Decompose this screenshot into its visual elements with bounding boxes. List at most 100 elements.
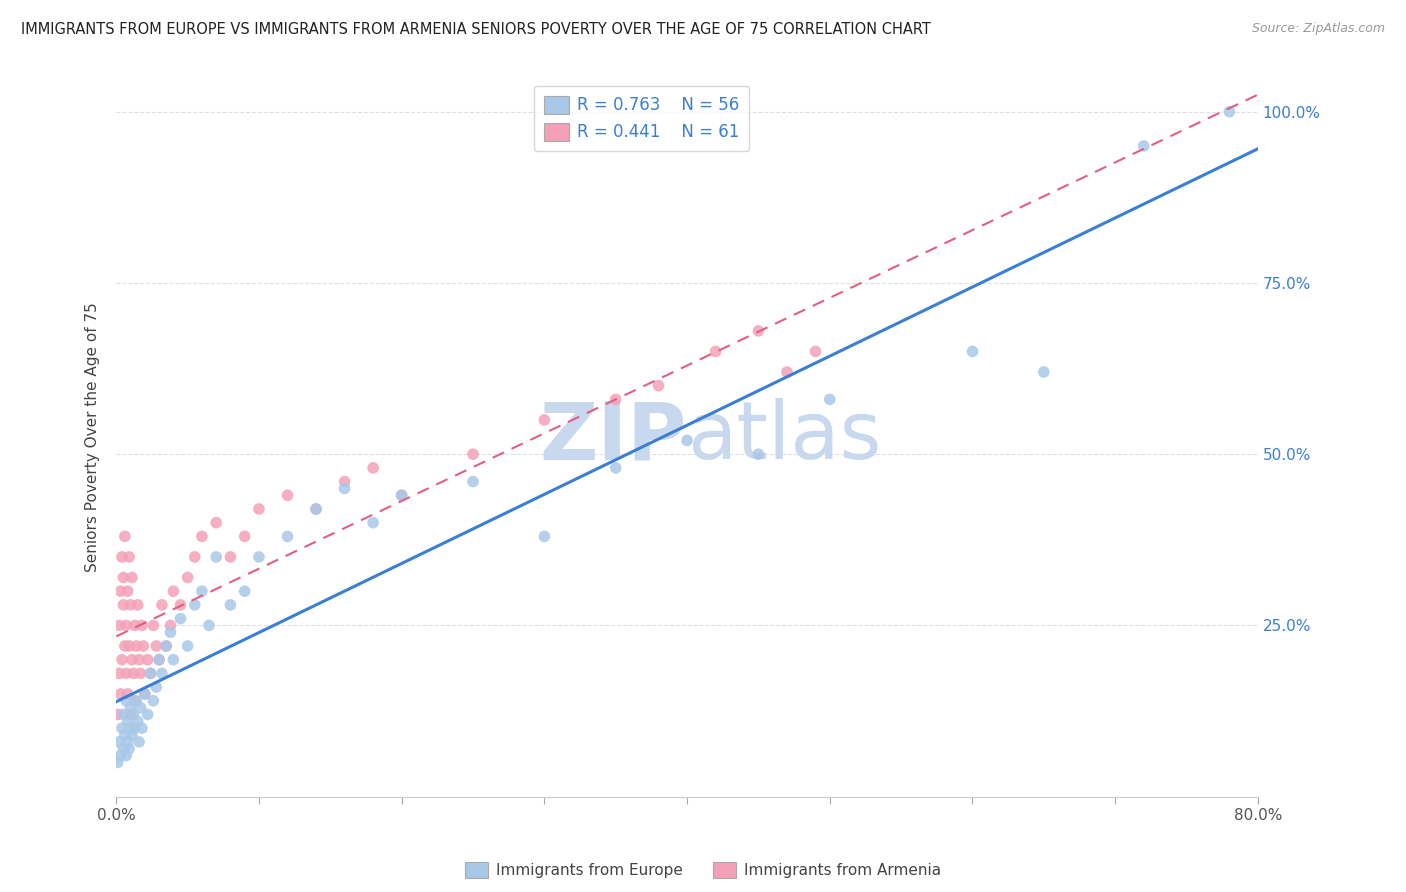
- Point: [122, 666, 145, 681]
- Point: [198, 618, 221, 632]
- Point: [114, 529, 136, 543]
- Point: [142, 618, 165, 632]
- Point: [124, 618, 146, 632]
- Point: [139, 666, 162, 681]
- Point: [205, 516, 228, 530]
- Point: [136, 707, 159, 722]
- Point: [120, 700, 142, 714]
- Point: [120, 707, 142, 722]
- Point: [121, 570, 143, 584]
- Point: [107, 756, 129, 770]
- Point: [117, 687, 139, 701]
- Point: [114, 639, 136, 653]
- Point: [107, 707, 129, 722]
- Point: [131, 618, 153, 632]
- Point: [162, 584, 184, 599]
- Point: [108, 735, 131, 749]
- Point: [818, 392, 841, 407]
- Point: [111, 721, 134, 735]
- Point: [145, 680, 167, 694]
- Point: [533, 529, 555, 543]
- Point: [150, 666, 173, 681]
- Point: [117, 714, 139, 729]
- Point: [804, 344, 827, 359]
- Point: [111, 549, 134, 564]
- Point: [115, 666, 138, 681]
- Point: [145, 639, 167, 653]
- Point: [361, 516, 384, 530]
- Text: IMMIGRANTS FROM EUROPE VS IMMIGRANTS FROM ARMENIA SENIORS POVERTY OVER THE AGE O: IMMIGRANTS FROM EUROPE VS IMMIGRANTS FRO…: [21, 22, 931, 37]
- Point: [333, 475, 356, 489]
- Point: [159, 625, 181, 640]
- Point: [162, 653, 184, 667]
- Point: [704, 344, 727, 359]
- Point: [118, 741, 141, 756]
- Point: [117, 735, 139, 749]
- Point: [124, 694, 146, 708]
- Point: [115, 694, 138, 708]
- Point: [176, 639, 198, 653]
- Point: [128, 735, 150, 749]
- Point: [1132, 139, 1154, 153]
- Point: [122, 707, 145, 722]
- Point: [108, 666, 131, 681]
- Point: [110, 584, 132, 599]
- Point: [191, 584, 214, 599]
- Point: [247, 549, 270, 564]
- Point: [169, 611, 191, 625]
- Point: [108, 618, 131, 632]
- Point: [276, 529, 298, 543]
- Point: [155, 639, 177, 653]
- Point: [361, 461, 384, 475]
- Point: [176, 570, 198, 584]
- Point: [605, 461, 627, 475]
- Point: [747, 324, 769, 338]
- Point: [233, 584, 256, 599]
- Point: [233, 529, 256, 543]
- Point: [962, 344, 984, 359]
- Point: [776, 365, 799, 379]
- Legend: R = 0.763    N = 56, R = 0.441    N = 61: R = 0.763 N = 56, R = 0.441 N = 61: [533, 86, 749, 152]
- Point: [305, 502, 328, 516]
- Point: [117, 584, 139, 599]
- Point: [219, 549, 242, 564]
- Point: [676, 434, 699, 448]
- Point: [112, 707, 135, 722]
- Point: [112, 598, 135, 612]
- Point: [1218, 104, 1240, 119]
- Point: [110, 687, 132, 701]
- Point: [461, 447, 484, 461]
- Point: [115, 618, 138, 632]
- Point: [118, 639, 141, 653]
- Point: [120, 721, 142, 735]
- Point: [747, 447, 769, 461]
- Point: [1032, 365, 1054, 379]
- Point: [647, 378, 669, 392]
- Point: [159, 618, 181, 632]
- Point: [131, 721, 153, 735]
- Point: [118, 549, 141, 564]
- Legend: Immigrants from Europe, Immigrants from Armenia: Immigrants from Europe, Immigrants from …: [458, 856, 948, 884]
- Point: [132, 639, 155, 653]
- Point: [120, 598, 142, 612]
- Point: [191, 529, 214, 543]
- Point: [333, 482, 356, 496]
- Point: [169, 598, 191, 612]
- Point: [125, 694, 148, 708]
- Point: [111, 653, 134, 667]
- Point: [114, 728, 136, 742]
- Point: [124, 721, 146, 735]
- Point: [184, 598, 207, 612]
- Text: Source: ZipAtlas.com: Source: ZipAtlas.com: [1251, 22, 1385, 36]
- Point: [128, 653, 150, 667]
- Point: [148, 653, 170, 667]
- Point: [121, 728, 143, 742]
- Point: [129, 700, 152, 714]
- Point: [129, 666, 152, 681]
- Point: [150, 598, 173, 612]
- Point: [155, 639, 177, 653]
- Point: [142, 694, 165, 708]
- Point: [112, 741, 135, 756]
- Point: [125, 639, 148, 653]
- Point: [110, 748, 132, 763]
